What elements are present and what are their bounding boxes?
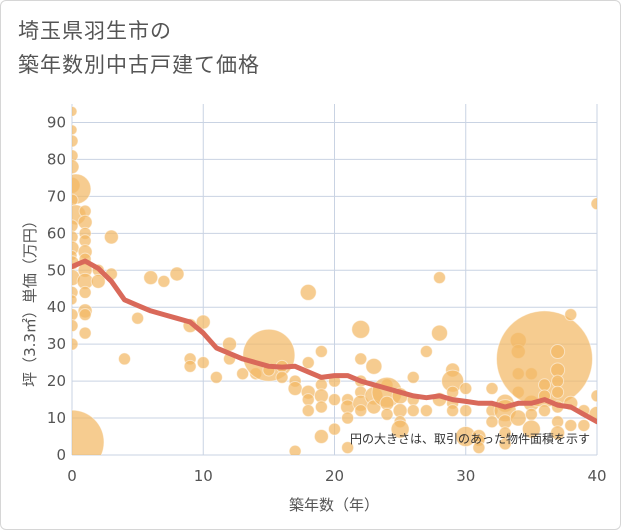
x-axis-title: 築年数（年） [289,496,379,514]
transaction-bubble [564,418,578,432]
transaction-bubble [72,230,79,244]
y-tick-label: 80 [47,150,66,168]
transaction-bubble [419,404,433,418]
y-tick-label: 30 [47,335,66,353]
bubble-size-note: 円の大きさは、取引のあった物件面積を示す [350,431,590,446]
transaction-bubble [406,404,420,418]
x-tick-label: 30 [456,467,475,485]
transaction-bubble [419,345,433,359]
transaction-bubble [72,149,79,163]
y-tick-label: 20 [47,372,66,390]
transaction-bubble [72,337,79,351]
transaction-bubble [313,429,329,445]
transaction-bubble [183,359,197,373]
transaction-bubble [550,425,566,441]
transaction-bubble [72,294,78,306]
transaction-bubble [314,400,328,414]
transaction-bubble [169,266,185,282]
transaction-bubble [288,444,302,455]
y-axis-title: 坪（3.3㎡）単価（万円） [21,213,39,387]
transaction-bubble [524,407,538,421]
transaction-bubble [551,374,565,388]
transaction-bubble [72,219,79,233]
transaction-bubble [72,308,79,322]
transaction-bubble [550,344,566,360]
y-tick-label: 50 [47,261,66,279]
y-tick-label: 60 [47,224,66,242]
transaction-bubble [459,404,473,418]
transaction-bubble [118,352,131,366]
transaction-bubble [236,367,250,381]
transaction-bubble [354,404,368,418]
transaction-bubble [314,345,328,359]
line-layer [72,258,597,425]
transaction-bubble [78,326,92,340]
y-tick-label: 10 [47,409,66,427]
transaction-bubble [485,381,499,395]
transaction-bubble [590,389,597,403]
transaction-bubble [521,419,541,439]
transaction-bubble [459,381,473,395]
transaction-bubble [406,370,420,384]
x-tick-label: 0 [67,467,77,485]
transaction-bubble [341,441,355,455]
y-tick-label: 90 [47,113,66,131]
transaction-bubble [209,370,223,384]
transaction-bubble [72,193,79,207]
transaction-bubble [131,311,145,325]
transaction-bubble [472,441,486,455]
transaction-bubble [72,159,80,175]
transaction-bubble [287,380,303,396]
transaction-bubble [78,308,92,322]
tick-layer: 0 10 20 30 40 50 60 70 80 90 0 10 20 30 40 [47,113,607,485]
x-tick-label: 40 [587,467,606,485]
transaction-bubble [301,393,315,407]
transaction-bubble [143,270,159,286]
transaction-bubble [72,319,79,333]
transaction-bubble [196,356,210,370]
transaction-bubble [72,124,78,136]
transaction-bubble [157,274,171,288]
transaction-bubble [103,229,119,245]
transaction-bubble [195,314,211,330]
transaction-bubble [72,409,105,455]
transaction-bubble [498,437,512,451]
x-tick-label: 20 [325,467,344,485]
transaction-bubble [275,370,289,384]
transaction-bubble [78,285,92,299]
chart-title: 埼玉県羽生市の 築年数別中古戸建て価格 [18,14,260,82]
x-tick-label: 10 [194,467,213,485]
y-tick-label: 70 [47,187,66,205]
transaction-bubble [90,273,106,289]
transaction-bubble [341,411,355,425]
bubble-layer [72,105,597,455]
transaction-bubble [72,134,79,148]
transaction-bubble [351,319,371,339]
transaction-bubble [72,105,78,117]
transaction-bubble [433,271,446,285]
transaction-bubble [328,393,341,407]
transaction-bubble [590,197,597,211]
y-tick-label: 0 [56,446,66,464]
transaction-bubble [328,422,341,436]
transaction-bubble [538,404,551,418]
transaction-bubble [301,404,315,418]
chart-title-line-2: 築年数別中古戸建て価格 [18,53,260,77]
average-price-line [72,258,597,425]
transaction-bubble [551,385,565,399]
transaction-bubble [354,352,368,366]
transaction-bubble [431,324,448,342]
transaction-bubble [365,357,383,375]
transaction-bubble [577,418,591,432]
transaction-bubble [299,283,317,301]
y-tick-label: 40 [47,298,66,316]
transaction-bubble [446,404,460,418]
transaction-bubble [390,419,410,439]
chart-title-line-1: 埼玉県羽生市の [18,19,172,43]
transaction-bubble [301,356,315,370]
transaction-bubble [380,407,394,421]
transaction-bubble [538,378,551,392]
transaction-bubble [564,308,578,322]
